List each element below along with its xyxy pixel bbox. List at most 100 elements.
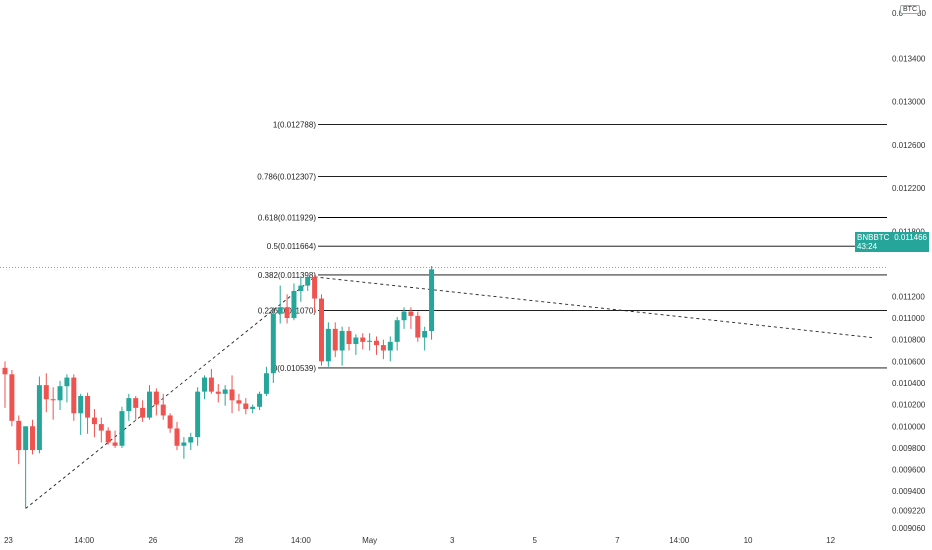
candle-down <box>133 398 139 408</box>
price-tick-label: 0.010200 <box>892 401 926 410</box>
candle-up <box>298 285 304 291</box>
candle-up <box>64 377 70 387</box>
candle-up <box>277 307 283 314</box>
fibonacci-retracement[interactable]: 1(0.012788) 0.786(0.012307) 0.618(0.011929… <box>257 121 887 373</box>
candle-down <box>71 377 77 414</box>
price-tick-label: 0.009800 <box>892 444 926 453</box>
candle-down <box>408 311 414 316</box>
candle-down <box>312 276 318 299</box>
candle-up <box>394 320 400 342</box>
candle-up <box>181 442 187 446</box>
last-price-value: 0.011466 <box>894 233 927 242</box>
price-tick-label: 0.011000 <box>892 314 925 323</box>
candle-down <box>112 442 118 446</box>
trendline[interactable] <box>25 276 315 509</box>
price-tick-label: 0.010000 <box>892 422 926 431</box>
candle-down <box>360 337 366 342</box>
time-tick-label: 14:00 <box>74 536 95 545</box>
fib-level-label: 1(0.012788) <box>273 121 316 130</box>
fib-level-label: 0.618(0.011929) <box>258 213 316 222</box>
time-axis[interactable]: 23 14:00 26 28 14:00 May 3 5 7 14:00 10 12 <box>4 536 836 545</box>
candle-down <box>91 417 97 425</box>
candle-up <box>202 377 208 392</box>
price-tick-label: 30 <box>917 9 926 18</box>
candle-down <box>374 340 380 346</box>
time-tick-label: 23 <box>4 536 13 545</box>
candle-down <box>2 367 8 375</box>
price-tick-label: 0.0 <box>892 9 904 18</box>
price-tick-label: 0.010800 <box>892 336 926 345</box>
candle-up <box>429 269 435 332</box>
candles <box>2 266 435 509</box>
time-tick-label: 7 <box>615 536 620 545</box>
candle-up <box>36 385 42 451</box>
candle-down <box>9 374 15 421</box>
candle-down <box>229 389 235 401</box>
candle-down <box>174 428 180 446</box>
candle-up <box>78 395 84 414</box>
candle-down <box>243 403 249 409</box>
candle-down <box>50 399 56 401</box>
trendlines[interactable] <box>25 276 872 509</box>
time-tick-label: 14:00 <box>291 536 312 545</box>
candle-up <box>23 426 29 451</box>
candle-down <box>284 307 290 319</box>
price-tick-label: 0.012200 <box>892 184 926 193</box>
candle-up <box>263 373 269 394</box>
price-tick-label: 0.009600 <box>892 466 926 475</box>
price-tick-label: 0.009220 <box>892 507 926 516</box>
candle-down <box>105 430 111 443</box>
candle-down <box>30 426 36 451</box>
candle-down <box>236 400 242 404</box>
price-tick-label: 0.010600 <box>892 357 926 366</box>
price-tick-label: 0.011200 <box>892 292 925 301</box>
candle-down <box>85 395 91 418</box>
symbol-label: BNBBTC <box>857 233 890 242</box>
candle-up <box>291 290 297 319</box>
price-tick-label: 0.009060 <box>892 524 926 533</box>
candle-up <box>119 411 125 446</box>
last-price-label: BNBBTC 0.011466 43:24 <box>855 232 929 252</box>
price-tick-label: 0.009400 <box>892 487 926 496</box>
candle-up <box>270 313 276 374</box>
price-tick-label: 0.013400 <box>892 54 926 63</box>
fib-level-label: 0(0.010539) <box>273 364 316 373</box>
candle-up <box>422 331 428 338</box>
bar-countdown: 43:24 <box>857 242 878 251</box>
price-tick-label: 0.013000 <box>892 98 926 107</box>
time-tick-label: 10 <box>744 536 753 545</box>
candle-up <box>57 386 63 401</box>
price-tick-label: 0.012600 <box>892 141 926 150</box>
time-tick-label: 28 <box>234 536 243 545</box>
price-tick-label: 0.010400 <box>892 379 926 388</box>
candle-down <box>415 315 421 338</box>
candle-up <box>250 406 256 409</box>
candle-down <box>208 377 214 392</box>
candle-up <box>222 389 228 394</box>
time-tick-label: 3 <box>450 536 455 545</box>
time-tick-label: 5 <box>533 536 538 545</box>
candle-up <box>195 391 201 438</box>
candle-down <box>160 404 166 416</box>
candle-up <box>353 337 359 345</box>
candle-up <box>146 391 152 418</box>
candle-down <box>16 420 22 451</box>
candle-down <box>380 345 386 351</box>
candle-up <box>325 328 331 362</box>
currency-badge[interactable]: BTC <box>900 5 920 14</box>
candle-down <box>98 424 104 431</box>
candle-down <box>332 328 338 351</box>
fib-level-label: 0.382(0.011398) <box>258 271 316 280</box>
time-tick-label: 14:00 <box>669 536 690 545</box>
candle-down <box>318 298 324 362</box>
candle-down <box>153 391 159 405</box>
candle-up <box>401 311 407 321</box>
candle-up <box>188 437 194 443</box>
candle-down <box>140 407 146 418</box>
price-axis[interactable]: 0.013400 0.013000 0.012600 0.012200 0.011800… <box>892 9 926 533</box>
candle-down <box>346 331 352 345</box>
candle-up <box>257 393 263 407</box>
candle-down <box>43 385 49 400</box>
fib-level-label: 0.5(0.011664) <box>267 242 317 251</box>
